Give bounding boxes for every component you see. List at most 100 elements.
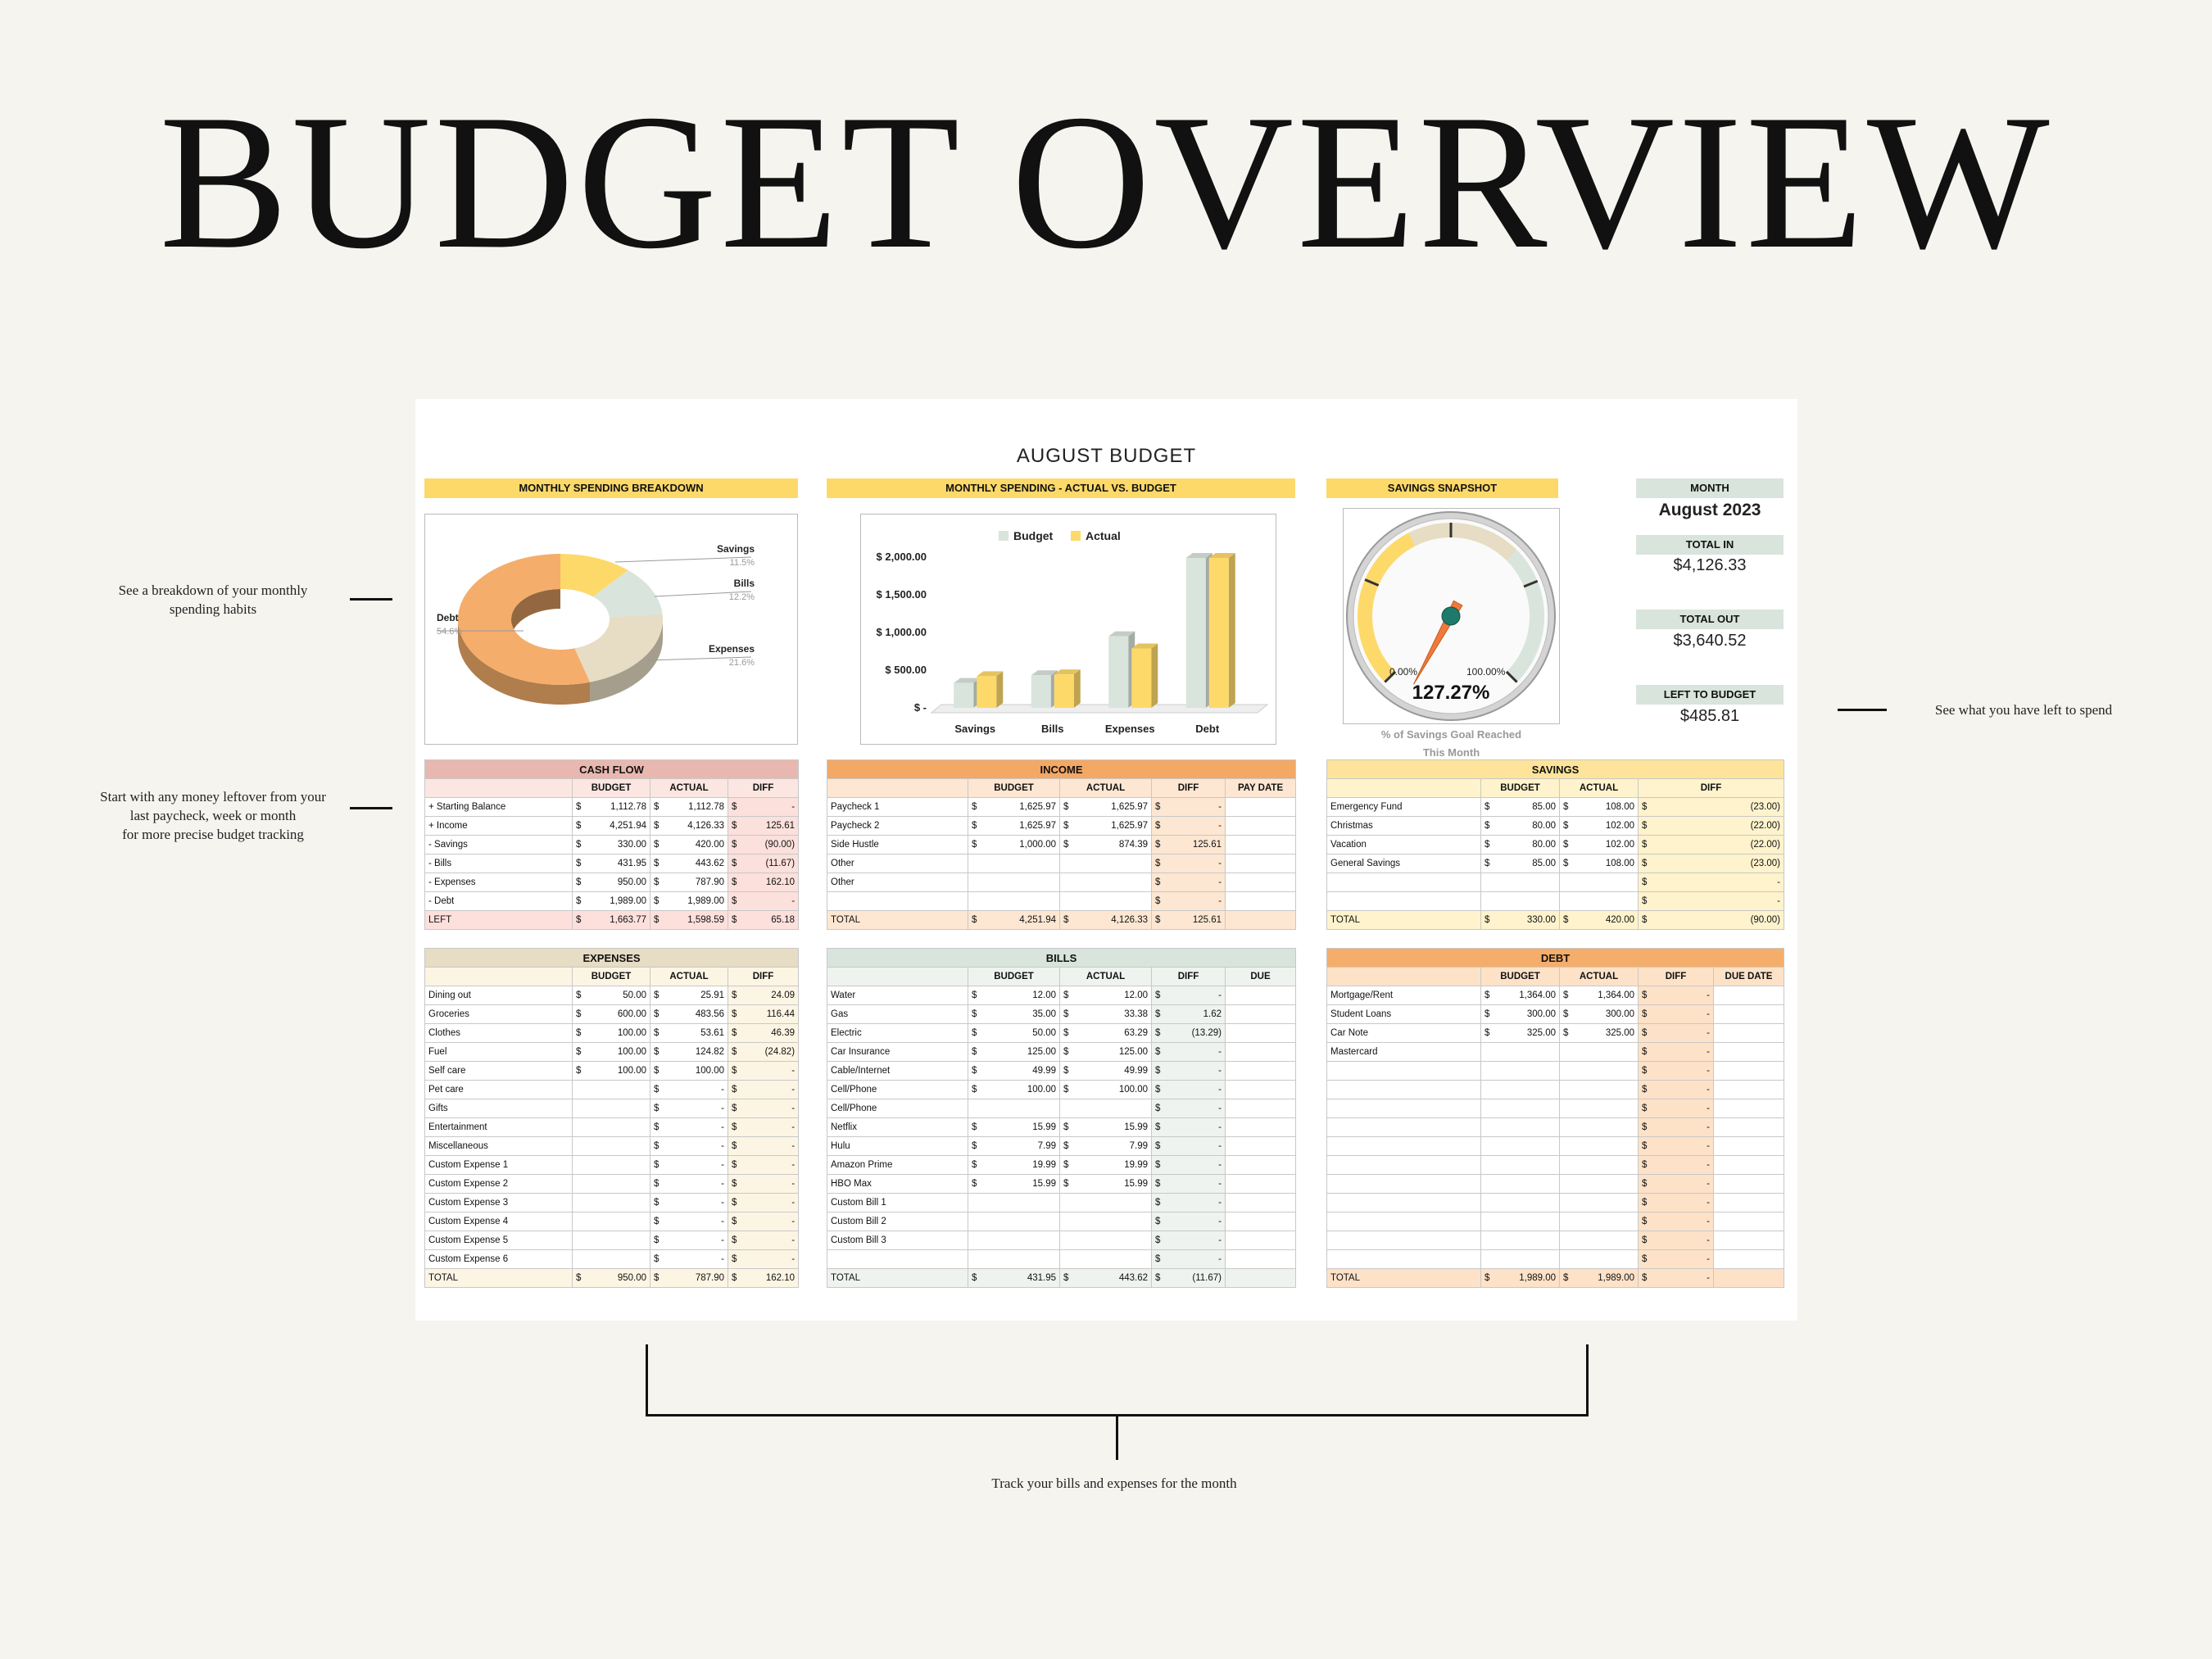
table-cell[interactable] [1326, 1174, 1481, 1194]
table-cell[interactable]: $ - [1638, 1004, 1714, 1024]
table-cell[interactable]: $ (22.00) [1638, 816, 1784, 836]
table-cell[interactable] [1480, 1099, 1560, 1118]
table-cell[interactable] [1480, 1117, 1560, 1137]
table-cell[interactable]: $ - [1151, 854, 1226, 873]
table-cell[interactable]: $ - [1151, 986, 1226, 1005]
table-cell[interactable]: $4,126.33 [650, 816, 728, 836]
table-cell[interactable]: $1,598.59 [650, 910, 728, 930]
table-cell[interactable]: $63.29 [1059, 1023, 1152, 1043]
table-cell[interactable]: TOTAL [1326, 1268, 1481, 1288]
table-cell[interactable] [1059, 873, 1152, 892]
table-cell[interactable]: $ - [727, 1155, 800, 1175]
table-cell[interactable]: $ - [1638, 1099, 1714, 1118]
table-cell[interactable] [968, 891, 1060, 911]
table-cell[interactable]: Mastercard [1326, 1042, 1481, 1062]
table-cell[interactable]: Custom Bill 3 [827, 1231, 968, 1250]
table-cell[interactable] [1480, 1080, 1560, 1099]
table-cell[interactable]: $ - [1638, 1080, 1714, 1099]
table-cell[interactable]: $ - [650, 1249, 728, 1269]
table-cell[interactable]: TOTAL [827, 910, 968, 930]
table-cell[interactable] [1712, 1174, 1785, 1194]
table-cell[interactable]: $25.91 [650, 986, 728, 1005]
table-cell[interactable] [1712, 1004, 1785, 1024]
table-cell[interactable]: $ - [727, 1212, 800, 1231]
table-cell[interactable]: Cell/Phone [827, 1099, 968, 1118]
table-cell[interactable]: $ (11.67) [727, 854, 800, 873]
table-cell[interactable]: $ - [1638, 1117, 1714, 1137]
table-cell[interactable]: $ - [1638, 1193, 1714, 1213]
table-cell[interactable]: $100.00 [572, 1042, 650, 1062]
table-cell[interactable] [1480, 891, 1560, 911]
table-cell[interactable]: $1,364.00 [1480, 986, 1560, 1005]
table-cell[interactable]: Car Note [1326, 1023, 1481, 1043]
table-cell[interactable] [1225, 986, 1296, 1005]
table-cell[interactable]: $33.38 [1059, 1004, 1152, 1024]
table-cell[interactable] [1712, 1212, 1785, 1231]
table-cell[interactable]: $100.00 [968, 1080, 1060, 1099]
table-cell[interactable]: $100.00 [1059, 1080, 1152, 1099]
table-cell[interactable]: $ (23.00) [1638, 797, 1784, 817]
table-cell[interactable]: $1,364.00 [1559, 986, 1639, 1005]
table-cell[interactable]: Vacation [1326, 835, 1481, 854]
table-cell[interactable]: $ - [650, 1155, 728, 1175]
table-cell[interactable] [1059, 1099, 1152, 1118]
table-cell[interactable]: $49.99 [1059, 1061, 1152, 1081]
table-cell[interactable]: $ - [650, 1117, 728, 1137]
table-cell[interactable] [1326, 1212, 1481, 1231]
table-cell[interactable]: $950.00 [572, 1268, 650, 1288]
table-cell[interactable]: $ - [1151, 797, 1226, 817]
table-cell[interactable]: $102.00 [1559, 835, 1639, 854]
table-cell[interactable]: $ - [1151, 1193, 1226, 1213]
table-cell[interactable]: $7.99 [968, 1136, 1060, 1156]
table-cell[interactable]: $12.00 [968, 986, 1060, 1005]
table-cell[interactable]: LEFT [424, 910, 573, 930]
table-cell[interactable]: Electric [827, 1023, 968, 1043]
table-cell[interactable]: $100.00 [650, 1061, 728, 1081]
table-cell[interactable]: $ - [1638, 1061, 1714, 1081]
table-cell[interactable]: $ (23.00) [1638, 854, 1784, 873]
table-cell[interactable]: $1,112.78 [650, 797, 728, 817]
table-cell[interactable]: $ (24.82) [727, 1042, 800, 1062]
table-cell[interactable]: $483.56 [650, 1004, 728, 1024]
table-cell[interactable] [1480, 1174, 1560, 1194]
table-cell[interactable]: Custom Expense 6 [424, 1249, 573, 1269]
table-cell[interactable]: $ - [727, 1099, 800, 1118]
table-cell[interactable] [1480, 1155, 1560, 1175]
table-cell[interactable] [1712, 1061, 1785, 1081]
table-cell[interactable]: $24.09 [727, 986, 800, 1005]
table-cell[interactable]: $ - [1151, 1136, 1226, 1156]
table-cell[interactable]: TOTAL [1326, 910, 1481, 930]
table-cell[interactable]: $19.99 [968, 1155, 1060, 1175]
table-cell[interactable]: + Starting Balance [424, 797, 573, 817]
table-cell[interactable] [1225, 1231, 1296, 1250]
table-cell[interactable]: - Expenses [424, 873, 573, 892]
table-cell[interactable] [1224, 891, 1297, 911]
table-cell[interactable]: $125.00 [968, 1042, 1060, 1062]
table-cell[interactable] [1480, 1231, 1560, 1250]
table-cell[interactable]: $15.99 [1059, 1117, 1152, 1137]
table-cell[interactable] [1712, 1023, 1785, 1043]
table-cell[interactable]: Paycheck 1 [827, 797, 968, 817]
table-cell[interactable]: $ - [650, 1136, 728, 1156]
table-cell[interactable]: Amazon Prime [827, 1155, 968, 1175]
table-cell[interactable] [1712, 1155, 1785, 1175]
table-cell[interactable] [1225, 1193, 1296, 1213]
table-cell[interactable] [1225, 1155, 1296, 1175]
table-cell[interactable]: $50.00 [968, 1023, 1060, 1043]
table-cell[interactable]: $ (90.00) [727, 835, 800, 854]
table-cell[interactable] [1224, 835, 1297, 854]
table-cell[interactable]: $325.00 [1480, 1023, 1560, 1043]
table-cell[interactable] [1559, 891, 1639, 911]
table-cell[interactable]: $4,251.94 [572, 816, 650, 836]
table-cell[interactable]: $1,112.78 [572, 797, 650, 817]
table-cell[interactable]: $ - [1151, 1061, 1226, 1081]
table-cell[interactable]: $ (22.00) [1638, 835, 1784, 854]
table-cell[interactable] [1326, 1155, 1481, 1175]
table-cell[interactable] [1559, 1136, 1639, 1156]
table-cell[interactable] [1559, 1061, 1639, 1081]
table-cell[interactable]: $46.39 [727, 1023, 800, 1043]
table-cell[interactable] [968, 1212, 1060, 1231]
table-cell[interactable]: $600.00 [572, 1004, 650, 1024]
table-cell[interactable]: $116.44 [727, 1004, 800, 1024]
table-cell[interactable]: $ (13.29) [1151, 1023, 1226, 1043]
